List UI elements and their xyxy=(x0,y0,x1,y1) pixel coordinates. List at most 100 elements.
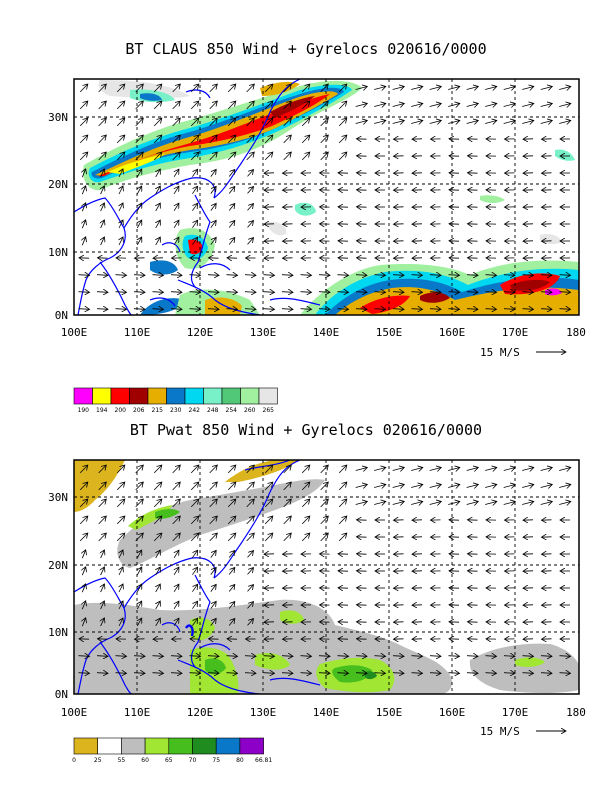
top-wind-vector xyxy=(135,101,144,110)
top-colorbar-swatch xyxy=(203,387,223,405)
bottom-wind-vector xyxy=(101,601,105,610)
bottom-colorbar-label: 25 xyxy=(94,757,102,764)
top-wind-vector xyxy=(209,118,218,127)
bottom-wind-vector xyxy=(156,550,161,559)
bottom-wind-vector xyxy=(246,482,255,491)
top-wind-vector xyxy=(540,104,553,107)
top-wind-vector xyxy=(281,292,293,293)
top-wind-vector xyxy=(226,292,238,293)
top-wind-vector xyxy=(101,237,105,246)
top-wind-vector xyxy=(559,309,571,310)
top-wind-vector xyxy=(116,135,125,144)
bottom-wind-vector xyxy=(411,468,423,471)
top-lat-label: 30N xyxy=(48,111,68,124)
bottom-wind-vector xyxy=(98,516,107,525)
top-wind-vector xyxy=(192,220,197,228)
top-panel-title: BT CLAUS 850 Wind + Gyrelocs 020616/0000 xyxy=(125,40,487,58)
bottom-wind-vector xyxy=(192,618,197,626)
bottom-colorbar-label: 0 xyxy=(72,757,76,764)
bottom-wind-vectors xyxy=(79,465,571,673)
top-wind-vector xyxy=(172,152,181,161)
bottom-wind-vector xyxy=(98,533,107,542)
top-wind-vector xyxy=(226,275,238,276)
bottom-wind-vector xyxy=(300,673,312,674)
top-graticule xyxy=(74,79,579,315)
top-wind-vector xyxy=(227,118,236,127)
top-wind-vector xyxy=(101,186,105,195)
top-colorbar-swatch xyxy=(221,387,241,405)
top-wind-vector xyxy=(503,292,515,293)
bottom-wind-vector xyxy=(189,656,201,657)
bottom-wind-vector xyxy=(153,499,162,508)
top-wind-vector xyxy=(466,309,478,310)
top-wind-vector xyxy=(82,169,85,178)
bottom-wind-vector xyxy=(503,468,516,471)
top-colorbar-swatch xyxy=(147,387,167,405)
top-wind-vector xyxy=(210,203,216,211)
top-wind-vector xyxy=(192,237,197,245)
bottom-wind-vector xyxy=(392,673,404,674)
top-wind-vector xyxy=(119,186,123,195)
top-wind-vector xyxy=(429,309,441,310)
top-wind-vector xyxy=(152,292,164,293)
top-wind-vector xyxy=(522,121,534,124)
bottom-wind-vector xyxy=(522,485,534,488)
top-wind-vector xyxy=(137,186,141,195)
top-wind-vector xyxy=(301,135,310,144)
top-wind-vector xyxy=(264,84,273,93)
bottom-wind-vector xyxy=(301,516,310,525)
top-wind-vector xyxy=(559,292,571,293)
top-wind-vector xyxy=(135,152,144,161)
top-wind-vector xyxy=(153,135,162,144)
bottom-wind-vector xyxy=(338,482,347,491)
top-wind-vector xyxy=(207,309,219,310)
bottom-wind-vector xyxy=(96,656,108,657)
bottom-wind-vector xyxy=(485,502,497,505)
top-wind-vector xyxy=(264,152,273,161)
bottom-wind-vector xyxy=(96,673,108,674)
top-wind-vector xyxy=(338,135,347,144)
top-lon-label: 180 xyxy=(566,326,586,339)
bottom-wind-vector xyxy=(503,502,516,505)
top-colorbar-swatch xyxy=(73,387,93,405)
top-wind-vector xyxy=(411,104,423,107)
top-lon-label: 150E xyxy=(376,326,403,339)
bottom-wind-vector xyxy=(192,584,197,592)
top-wind-vector xyxy=(392,104,405,107)
top-wind-vector xyxy=(119,237,123,246)
top-wind-vector xyxy=(153,118,162,127)
top-wind-vector xyxy=(82,237,85,246)
top-wind-vector xyxy=(226,309,238,310)
top-wind-vector xyxy=(485,121,497,124)
top-wind-vector xyxy=(156,203,161,212)
bottom-wind-vector xyxy=(135,516,144,525)
top-wind-vector xyxy=(96,309,108,310)
bottom-wind-vector xyxy=(152,673,164,674)
bottom-wind-vector xyxy=(98,482,107,491)
bottom-wind-vector xyxy=(283,482,292,491)
bottom-wind-vector xyxy=(79,499,88,508)
bottom-wind-vector xyxy=(246,465,255,474)
bottom-wind-vector xyxy=(170,673,182,674)
top-wind-vector xyxy=(263,292,275,293)
bottom-wind-vector xyxy=(209,533,218,542)
top-wind-vector xyxy=(133,292,145,293)
top-colorbar-label: 190 xyxy=(78,407,90,414)
bottom-wind-vector xyxy=(246,499,255,508)
top-wind-vector xyxy=(246,101,255,110)
top-wind-vector xyxy=(522,309,534,310)
top-wind-vector xyxy=(503,275,515,276)
bottom-wind-vector xyxy=(137,584,141,593)
top-wind-vector xyxy=(133,309,145,310)
bottom-wind-vector xyxy=(82,550,85,559)
bottom-wind-vector xyxy=(448,485,460,488)
top-wind-vector xyxy=(338,118,347,127)
top-colorbar-label: 215 xyxy=(152,407,164,414)
top-wind-vector xyxy=(228,221,235,228)
bottom-wind-vector xyxy=(466,656,478,657)
top-wind-vector xyxy=(283,135,292,144)
bottom-wind-vector xyxy=(98,499,107,508)
top-wind-vector xyxy=(227,84,236,93)
top-wind-vector xyxy=(79,84,88,93)
top-wind-vector xyxy=(264,135,273,144)
